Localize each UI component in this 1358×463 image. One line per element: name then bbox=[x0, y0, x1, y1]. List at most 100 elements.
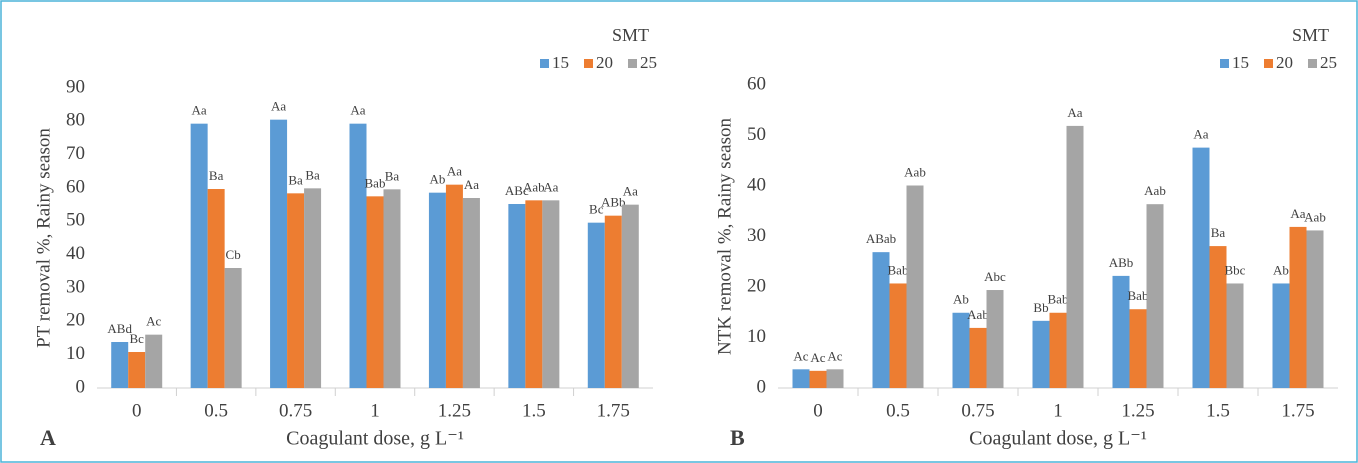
bar bbox=[508, 204, 526, 388]
bar-letter: Aa bbox=[271, 99, 286, 114]
legend-label: 15 bbox=[1232, 53, 1249, 72]
x-tick-label: 1.5 bbox=[1206, 400, 1230, 421]
bar-letter: Aab bbox=[523, 179, 545, 194]
bar bbox=[224, 268, 242, 388]
bar-letter: Aab bbox=[967, 307, 989, 322]
bar-letter: Ab bbox=[429, 172, 445, 187]
bar bbox=[587, 222, 605, 388]
y-tick-label: 60 bbox=[66, 176, 85, 197]
bar-letter: ABab bbox=[866, 231, 896, 246]
bar-letter: Aa bbox=[543, 179, 558, 194]
bar-letter: Ab bbox=[953, 292, 969, 307]
legend-title: SMT bbox=[612, 25, 649, 45]
bar bbox=[1209, 246, 1227, 388]
x-tick-label: 1.75 bbox=[597, 400, 630, 421]
bar bbox=[525, 200, 543, 388]
bar bbox=[1192, 147, 1210, 388]
x-axis-label: Coagulant dose, g L⁻¹ bbox=[286, 428, 464, 450]
legend-label: 20 bbox=[596, 53, 613, 72]
y-tick-label: 40 bbox=[747, 174, 766, 195]
bar-letter: Cb bbox=[226, 247, 241, 262]
bar bbox=[1049, 312, 1067, 388]
bar-letter: Ba bbox=[288, 172, 303, 187]
bar bbox=[287, 193, 305, 388]
bar bbox=[809, 370, 827, 388]
legend-swatch bbox=[628, 59, 637, 68]
bar bbox=[366, 196, 384, 388]
bar bbox=[986, 290, 1004, 388]
bar bbox=[1146, 204, 1164, 388]
bar bbox=[906, 185, 924, 388]
bar bbox=[349, 123, 367, 389]
bar bbox=[270, 119, 288, 389]
y-axis-label: PT removal %, Rainy season bbox=[33, 128, 54, 348]
bar-letter: Aab bbox=[904, 164, 926, 179]
bar-letter: Bb bbox=[1033, 300, 1048, 315]
bar-letter: Aa bbox=[350, 103, 365, 118]
bar-letter: Bc bbox=[129, 331, 144, 346]
y-tick-label: 40 bbox=[66, 243, 85, 264]
x-tick-label: 1.75 bbox=[1281, 400, 1314, 421]
bar bbox=[872, 252, 890, 388]
bar-letter: Aa bbox=[447, 164, 462, 179]
legend-swatch bbox=[1220, 59, 1229, 68]
bar bbox=[542, 200, 560, 388]
bar-letter: Ba bbox=[305, 167, 320, 182]
legend-swatch bbox=[1308, 59, 1317, 68]
bar bbox=[304, 188, 322, 388]
bar-letter: Aa bbox=[1290, 206, 1305, 221]
y-tick-label: 10 bbox=[66, 343, 85, 364]
legend-title: SMT bbox=[1292, 25, 1329, 45]
y-tick-label: 0 bbox=[757, 376, 767, 397]
legend-label: 20 bbox=[1276, 53, 1293, 72]
bar bbox=[1272, 283, 1290, 388]
y-tick-label: 70 bbox=[66, 143, 85, 164]
bar-letter: Ac bbox=[827, 348, 842, 363]
bar-letter: Ba bbox=[385, 168, 400, 183]
legend-swatch bbox=[1264, 59, 1273, 68]
x-tick-label: 0 bbox=[813, 400, 823, 421]
bar-letter: Ac bbox=[793, 348, 808, 363]
bar bbox=[1289, 226, 1307, 388]
bar bbox=[1112, 275, 1130, 388]
x-tick-label: 1.25 bbox=[438, 400, 471, 421]
bar bbox=[428, 192, 446, 388]
bar bbox=[462, 198, 480, 388]
bar-letter: Bbc bbox=[1225, 262, 1246, 277]
bar-letter: ABb bbox=[1109, 255, 1134, 270]
bar-letter: Bab bbox=[365, 175, 386, 190]
bar-letter: Ba bbox=[209, 168, 224, 183]
y-tick-label: 0 bbox=[76, 376, 86, 397]
bar bbox=[1066, 125, 1084, 388]
bar-letter: Aab bbox=[1304, 209, 1326, 224]
bar bbox=[889, 283, 907, 388]
bar-letter: Aa bbox=[623, 184, 638, 199]
bar bbox=[128, 352, 146, 388]
y-tick-label: 90 bbox=[66, 76, 85, 97]
bar bbox=[826, 369, 844, 388]
bar bbox=[111, 342, 129, 388]
bar bbox=[952, 312, 970, 388]
bar-letter: Ac bbox=[810, 350, 825, 365]
bar-letter: Bab bbox=[1128, 288, 1149, 303]
x-tick-label: 0.5 bbox=[204, 400, 228, 421]
legend-swatch bbox=[584, 59, 593, 68]
bar-letter: Aa bbox=[192, 103, 207, 118]
bar-letter: Aa bbox=[1193, 127, 1208, 142]
bar-letter: Ac bbox=[146, 314, 161, 329]
y-tick-label: 30 bbox=[747, 225, 766, 246]
bar-letter: Abc bbox=[984, 269, 1006, 284]
bar-letter: ABc bbox=[505, 183, 529, 198]
bar-letter: Aa bbox=[1067, 105, 1082, 120]
y-tick-label: 30 bbox=[66, 276, 85, 297]
bar bbox=[445, 184, 463, 388]
x-tick-label: 0.5 bbox=[886, 400, 910, 421]
x-axis-label: Coagulant dose, g L⁻¹ bbox=[969, 428, 1147, 450]
bar-letter: Aa bbox=[464, 177, 479, 192]
bar bbox=[1226, 283, 1244, 388]
x-tick-label: 0.75 bbox=[961, 400, 994, 421]
panel-label: B bbox=[730, 425, 745, 450]
legend-label: 25 bbox=[640, 53, 657, 72]
bar bbox=[145, 334, 163, 388]
